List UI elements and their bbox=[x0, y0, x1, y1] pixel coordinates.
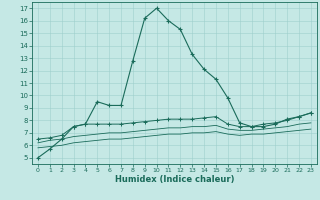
X-axis label: Humidex (Indice chaleur): Humidex (Indice chaleur) bbox=[115, 175, 234, 184]
